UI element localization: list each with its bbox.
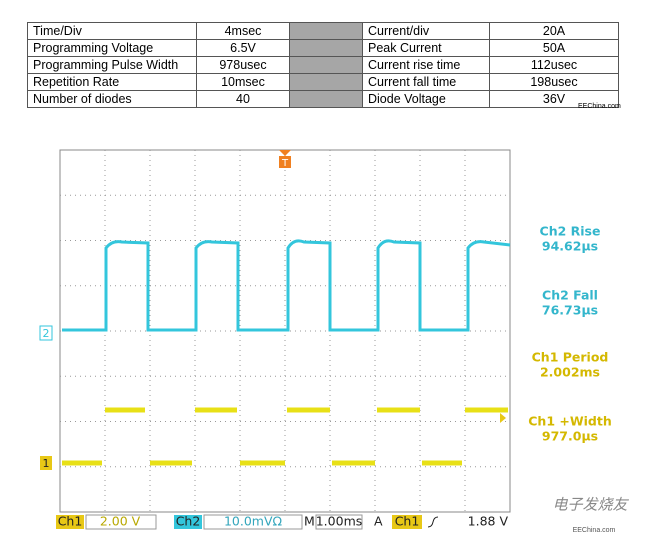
measurement-value: 2.002ms (540, 365, 600, 380)
table-row: Number of diodes 40 Diode Voltage 36V (27, 90, 619, 108)
label-cell: Current rise time (362, 56, 490, 74)
trigger-level-marker (500, 413, 506, 423)
status-text: 1.88 V (468, 514, 509, 529)
status-text: 1.00ms (316, 514, 363, 529)
status-text: M (304, 514, 315, 529)
trigger-arrow (279, 150, 291, 156)
status-text: 10.0mVΩ (224, 514, 283, 529)
ch1-marker (40, 456, 52, 470)
measurement-label: Ch2 Fall (542, 288, 598, 303)
status-text: Ch2 (176, 514, 201, 529)
measurement-value: 94.62µs (542, 239, 598, 254)
table-row: Time/Div 4msec Current/div 20A (27, 22, 619, 40)
blank-cell (289, 39, 363, 57)
ch2-trace (62, 239, 511, 332)
measurement-label: Ch2 Rise (540, 224, 601, 239)
ch2-marker-label: 2 (43, 327, 50, 340)
blank-cell (289, 56, 363, 74)
value-cell: 10msec (196, 73, 290, 91)
value-cell: 40 (196, 90, 290, 108)
blank-cell (289, 90, 363, 108)
watermark-logo: 电子发烧友 (552, 496, 629, 514)
blank-cell (289, 22, 363, 40)
measurement-label: Ch1 Period (532, 350, 609, 365)
label-cell: Repetition Rate (27, 73, 197, 91)
value-cell: 36V (489, 90, 619, 108)
ch2-marker (39, 325, 53, 341)
status-text: Ch1 (58, 514, 83, 529)
label-cell: Diode Voltage (362, 90, 490, 108)
status-text: 2.00 V (100, 514, 141, 529)
value-cell: 20A (489, 22, 619, 40)
label-cell: Number of diodes (27, 90, 197, 108)
measurement-value: 76.73µs (542, 303, 598, 318)
measurement-label: Ch1 +Width (528, 414, 612, 429)
table-row: Repetition Rate 10msec Current fall time 19… (27, 73, 619, 91)
label-cell: Programming Voltage (27, 39, 197, 57)
watermark: EEChina.com (578, 103, 621, 110)
status-text: Ch1 (395, 514, 420, 529)
trigger-marker (279, 156, 291, 168)
status-text: A (374, 514, 383, 529)
blank-cell (289, 73, 363, 91)
watermark: EEChina.com (573, 527, 616, 534)
settings-table: Time/Div 4msec Current/div 20A Programming V… (27, 22, 619, 108)
status-bar: Ch1 2.00 V Ch2 10.0mVΩ M 1.00ms A Ch1 1.… (56, 514, 508, 530)
trigger-marker-label: T (281, 158, 289, 169)
ch1-marker-label: 1 (43, 457, 50, 470)
value-cell: 198usec (489, 73, 619, 91)
measurement-value: 977.0µs (542, 429, 598, 444)
ch1-trace (62, 407, 508, 466)
table-row: Programming Pulse Width 978usec Current ri… (27, 56, 619, 74)
